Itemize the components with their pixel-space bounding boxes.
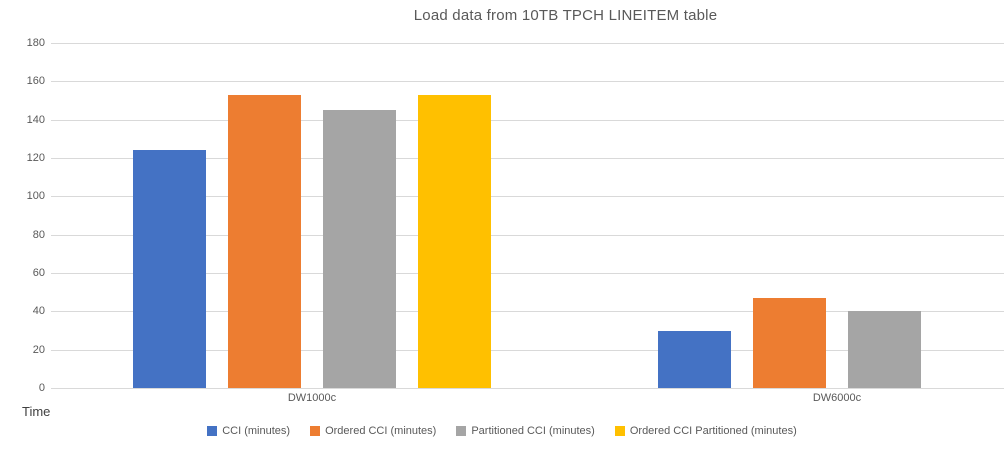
legend-label: Ordered CCI (minutes) [325,425,437,437]
y-tick-label: 120 [26,152,45,164]
y-tick-label: 20 [32,343,45,356]
legend-item: Ordered CCI (minutes) [310,425,436,437]
x-tick-label: DW1000c [287,392,337,404]
y-tick-label: 160 [26,75,45,88]
gridline [51,234,1004,236]
bar [848,311,921,388]
gridline [51,349,1004,351]
y-tick-label: 80 [32,228,45,241]
gridline [51,273,1004,274]
legend-label: Partitioned CCI (minutes) [471,425,595,437]
y-tick-label: 100 [26,190,45,203]
gridline [51,43,1004,44]
gridline [51,196,1004,198]
legend-label: CCI (minutes) [222,425,291,437]
bar [658,330,731,388]
legend-swatch-icon [310,426,321,436]
y-tick-label: 0 [38,382,45,394]
legend-item: Partitioned CCI (minutes) [456,425,595,437]
y-axis-title: Time [22,404,51,419]
chart-title: Load data from 10TB TPCH LINEITEM table [413,7,718,24]
bar [228,94,301,388]
legend-swatch-icon [614,426,625,436]
y-tick-label: 140 [26,113,45,126]
gridline [51,119,1004,121]
bar [133,150,206,388]
legend-swatch-icon [456,426,467,436]
legend-swatch-icon [207,426,218,436]
gridline [51,158,1004,159]
bar [753,297,826,388]
bar [323,110,396,388]
y-tick-label: 60 [32,267,45,279]
legend-label: Ordered CCI Partitioned (minutes) [629,425,797,437]
legend-item: CCI (minutes) [207,425,290,437]
legend-item: Ordered CCI Partitioned (minutes) [614,425,797,437]
legend: CCI (minutes) Ordered CCI (minutes) Partit… [0,425,1004,437]
bar [418,94,491,388]
gridline [51,311,1004,313]
x-axis-line [51,388,1004,389]
gridline [51,81,1004,83]
x-tick-label: DW6000c [812,392,862,404]
y-tick-label: 40 [32,305,45,318]
y-tick-label: 180 [26,37,45,49]
